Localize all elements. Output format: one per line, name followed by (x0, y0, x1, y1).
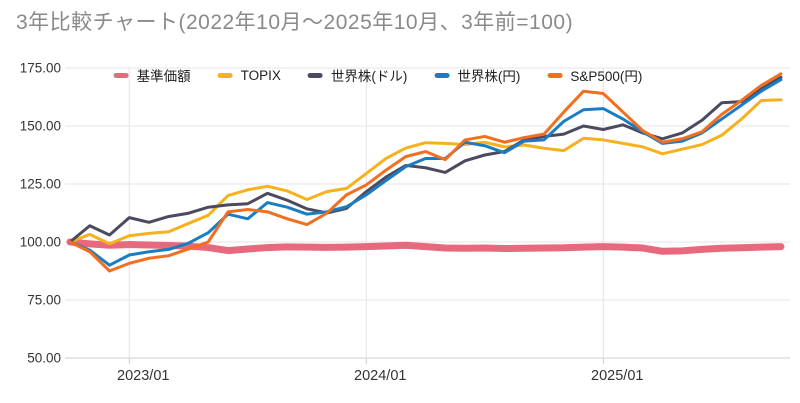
x-axis-tick-label: 2025/01 (591, 368, 643, 384)
legend-item-world-stocks-jpy: 世界株(円) (434, 65, 520, 85)
legend-swatch-fund-base-price (113, 72, 129, 78)
chart-legend: 基準価額 TOPIX 世界株(ドル) 世界株(円) S&P500(円) (113, 65, 642, 85)
y-axis-tick-label: 75.00 (27, 293, 61, 308)
legend-swatch-sp500-jpy (547, 72, 563, 78)
series-line-sp500-jpy (68, 72, 783, 273)
chart-title: 3年比較チャート(2022年10月〜2025年10月、3年前=100) (16, 11, 574, 34)
legend-swatch-topix (217, 72, 233, 78)
legend-label-fund-base-price: 基準価額 (136, 69, 191, 84)
y-axis-tick-label: 125.00 (20, 177, 61, 192)
legend-label-world-stocks-jpy: 世界株(円) (457, 69, 521, 84)
y-axis-tick-label: 50.00 (27, 351, 61, 366)
x-axis-tick-label: 2024/01 (354, 368, 406, 384)
legend-item-sp500-jpy: S&P500(円) (547, 65, 642, 85)
legend-swatch-world-stocks-jpy (434, 72, 450, 78)
legend-swatch-world-stocks-usd (307, 72, 323, 78)
y-axis-tick-label: 150.00 (20, 119, 61, 134)
legend-label-world-stocks-usd: 世界株(ドル) (330, 69, 408, 84)
legend-item-world-stocks-usd: 世界株(ドル) (307, 65, 408, 85)
series-line-world-stocks-usd (68, 75, 783, 244)
y-axis-tick-label: 175.00 (20, 61, 61, 76)
series-line-fund-base-price (66, 238, 785, 255)
legend-item-fund-base-price: 基準価額 (113, 65, 191, 85)
legend-item-topix: TOPIX (217, 67, 281, 83)
series-line-topix (68, 98, 783, 246)
series-line-world-stocks-jpy (68, 78, 783, 267)
legend-label-topix: TOPIX (240, 67, 281, 83)
x-axis-tick-label: 2023/01 (117, 368, 169, 384)
y-axis-tick-label: 100.00 (20, 235, 61, 250)
legend-label-sp500-jpy: S&P500(円) (570, 69, 643, 84)
